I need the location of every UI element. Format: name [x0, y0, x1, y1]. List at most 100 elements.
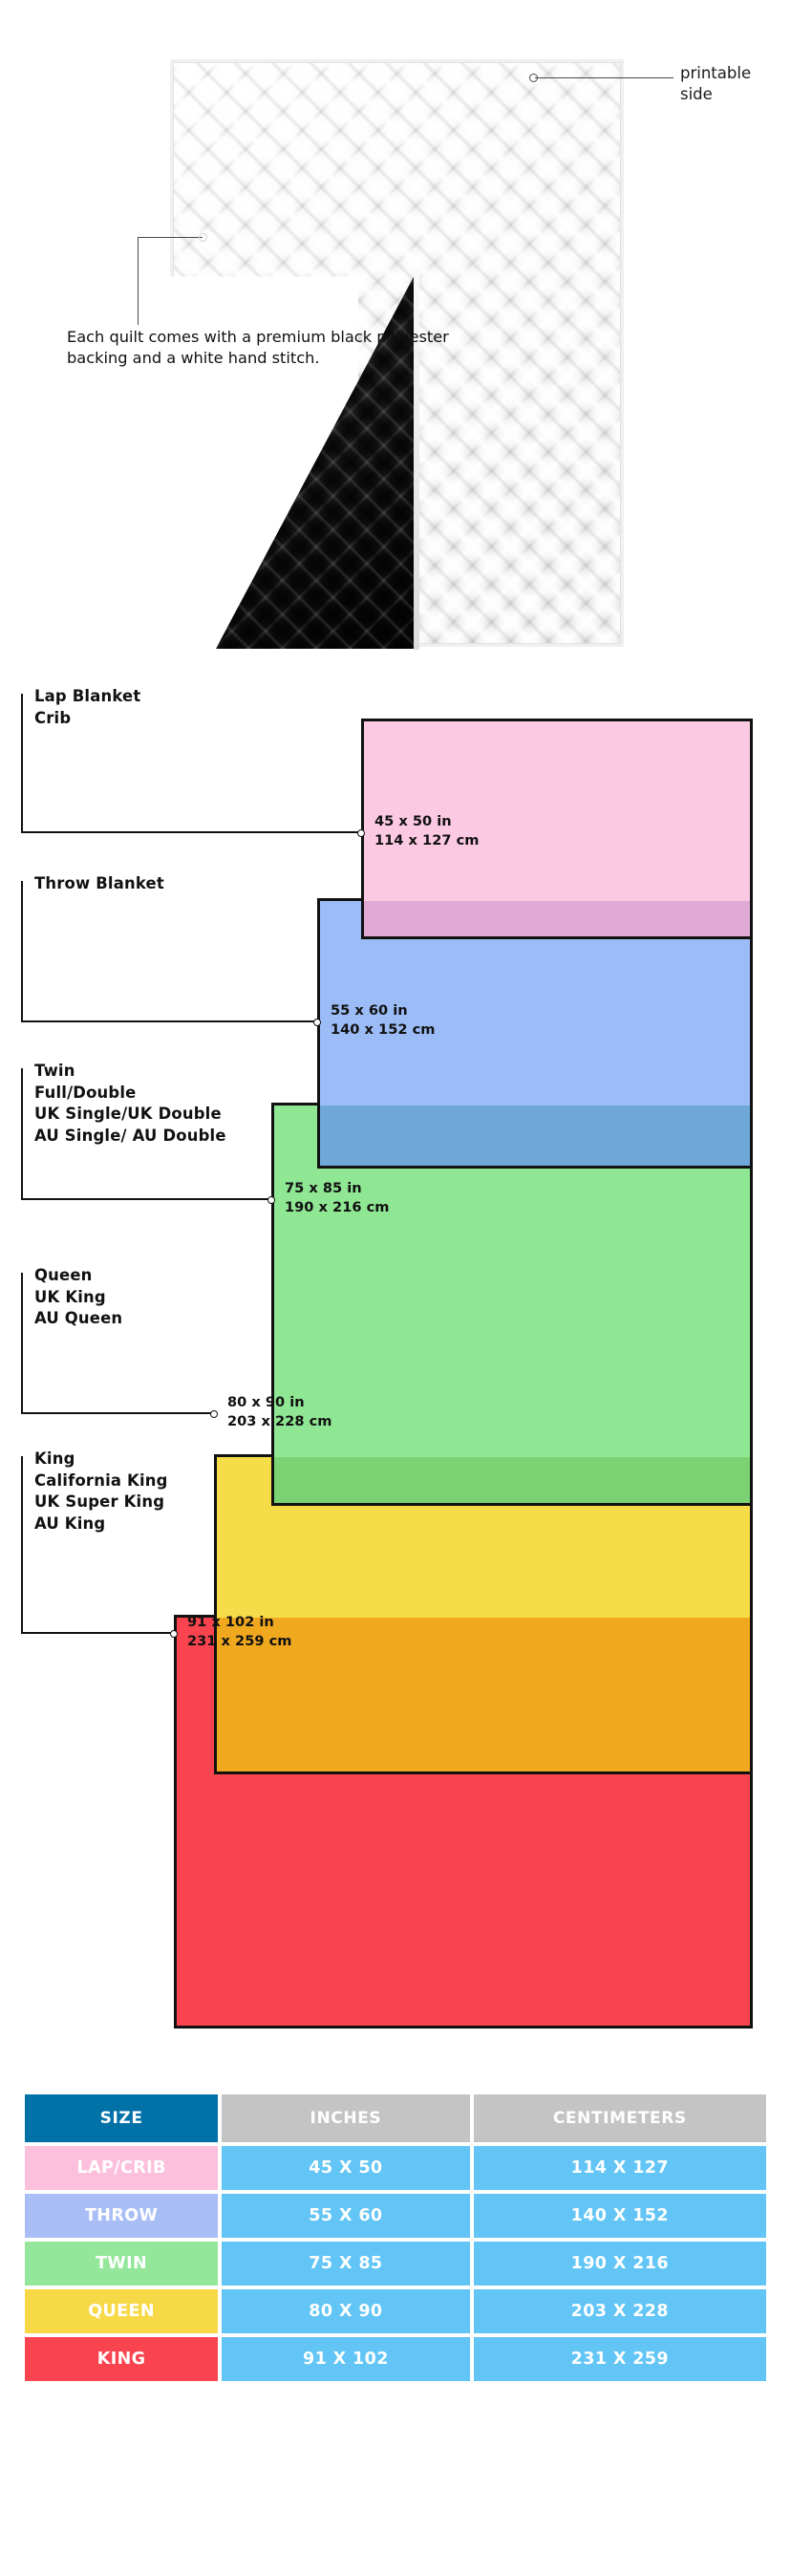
size-comparison-diagram: Lap Blanket Crib 45 x 50 in 114 x 127 cm… [0, 669, 791, 2073]
black-backing-callout-dot [199, 233, 207, 242]
bracket-throw [21, 881, 317, 1022]
group-label-king-1: California King [34, 1470, 168, 1490]
group-label-twin-1: Full/Double [34, 1083, 137, 1102]
printable-side-leader-line [535, 77, 673, 78]
dimension-label-throw: 55 x 60 in 140 x 152 cm [331, 1001, 435, 1039]
printable-side-callout-dot [529, 74, 538, 82]
size-overlap-twin-queen [274, 1457, 750, 1503]
group-label-queen-2: AU Queen [34, 1309, 123, 1328]
table-cell-inches-queen: 80 X 90 [222, 2289, 470, 2333]
table-cell-cm-lap-crib: 114 X 127 [473, 2146, 766, 2190]
dimension-label-king: 91 x 102 in 231 x 259 cm [187, 1613, 291, 1650]
table-cell-inches-lap-crib: 45 X 50 [222, 2146, 470, 2190]
table-cell-cm-twin: 190 X 216 [473, 2242, 766, 2286]
dimension-king-inches: 91 x 102 in [187, 1614, 274, 1630]
dimension-king-cm: 231 x 259 cm [187, 1632, 292, 1649]
group-label-king-3: AU King [34, 1513, 106, 1533]
group-label-king-0: King [34, 1449, 75, 1468]
size-rect-twin-left-border [271, 1103, 274, 1506]
dimension-twin-inches: 75 x 85 in [285, 1180, 362, 1196]
size-rect-queen-left-border [214, 1454, 217, 1774]
table-row: KING 91 X 102 231 X 259 [25, 2337, 766, 2381]
group-label-queen-0: Queen [34, 1266, 93, 1284]
table-cell-cm-throw: 140 X 152 [473, 2194, 766, 2238]
table-cell-size-lap-crib: LAP/CRIB [25, 2146, 219, 2190]
bracket-twin [21, 1068, 271, 1200]
size-overlap-queen-king [217, 1618, 750, 1772]
callout-dot-lap-crib [357, 829, 365, 837]
group-label-king: King California King UK Super King AU Ki… [34, 1449, 168, 1535]
table-cell-inches-throw: 55 X 60 [222, 2194, 470, 2238]
quilt-caption-line1: Each quilt comes with a premium black po… [67, 328, 449, 346]
printable-side-label-line1: printable [680, 64, 752, 82]
size-table-section: SIZE INCHES CENTIMETERS LAP/CRIB 45 X 50… [21, 2091, 770, 2385]
size-table-head: SIZE INCHES CENTIMETERS [25, 2094, 766, 2142]
size-overlap-crib-throw [364, 901, 750, 936]
black-backing-leader-vertical [138, 237, 139, 325]
table-cell-size-throw: THROW [25, 2194, 219, 2238]
table-header-inches: INCHES [222, 2094, 470, 2142]
dimension-lap-crib-inches: 45 x 50 in [374, 813, 452, 829]
table-cell-size-king: KING [25, 2337, 219, 2381]
size-rect-throw-bottom-border [317, 1166, 753, 1169]
group-label-lap-crib-0: Lap Blanket [34, 687, 141, 705]
size-rect-lap-crib-left-border [361, 719, 364, 939]
table-cell-cm-queen: 203 X 228 [473, 2289, 766, 2333]
table-row: LAP/CRIB 45 X 50 114 X 127 [25, 2146, 766, 2190]
callout-dot-queen [210, 1410, 218, 1418]
table-cell-cm-king: 231 X 259 [473, 2337, 766, 2381]
quilt-illustration-section: printable side Each quilt comes with a p… [0, 0, 791, 669]
group-label-queen: Queen UK King AU Queen [34, 1265, 122, 1330]
bracket-queen [21, 1273, 214, 1414]
dimension-label-queen: 80 x 90 in 203 x 228 cm [227, 1393, 331, 1430]
bracket-king [21, 1456, 174, 1634]
size-rect-lap-crib-bottom-border [361, 936, 753, 939]
group-label-twin-0: Twin [34, 1062, 75, 1080]
table-header-centimeters: CENTIMETERS [473, 2094, 766, 2142]
dimension-twin-cm: 190 x 216 cm [285, 1198, 390, 1215]
callout-dot-twin [267, 1196, 275, 1204]
quilt-fold-edge [414, 268, 419, 650]
table-cell-size-queen: QUEEN [25, 2289, 219, 2333]
table-cell-size-twin: TWIN [25, 2242, 219, 2286]
quilt-caption: Each quilt comes with a premium black po… [67, 327, 736, 370]
table-row: QUEEN 80 X 90 203 X 228 [25, 2289, 766, 2333]
dimension-queen-inches: 80 x 90 in [227, 1394, 305, 1410]
size-rect-throw-left-border [317, 898, 320, 1169]
table-header-row: SIZE INCHES CENTIMETERS [25, 2094, 766, 2142]
callout-dot-king [170, 1630, 178, 1638]
group-label-lap-crib: Lap Blanket Crib [34, 686, 140, 729]
size-table-body: LAP/CRIB 45 X 50 114 X 127 THROW 55 X 60… [25, 2146, 766, 2381]
size-rect-twin-bottom-border [271, 1503, 753, 1506]
dimension-throw-cm: 140 x 152 cm [331, 1020, 436, 1038]
group-label-lap-crib-1: Crib [34, 708, 72, 727]
table-cell-inches-twin: 75 X 85 [222, 2242, 470, 2286]
table-header-size: SIZE [25, 2094, 219, 2142]
callout-dot-throw [313, 1019, 321, 1026]
table-row: THROW 55 X 60 140 X 152 [25, 2194, 766, 2238]
quilt-artwork [170, 59, 624, 650]
group-label-queen-1: UK King [34, 1287, 106, 1306]
dimension-lap-crib-cm: 114 x 127 cm [374, 831, 480, 848]
group-label-twin: Twin Full/Double UK Single/UK Double AU … [34, 1061, 226, 1148]
black-backing-leader-horizontal [138, 237, 203, 238]
bracket-lap-crib [21, 694, 361, 833]
group-label-twin-2: UK Single/UK Double [34, 1105, 222, 1124]
group-label-king-2: UK Super King [34, 1492, 165, 1512]
dimension-label-lap-crib: 45 x 50 in 114 x 127 cm [374, 812, 479, 849]
table-row: TWIN 75 X 85 190 X 216 [25, 2242, 766, 2286]
size-overlap-throw-twin [320, 1106, 750, 1166]
quilt-caption-line2: backing and a white hand stitch. [67, 349, 320, 368]
size-rect-queen-bottom-border [214, 1771, 753, 1774]
dimension-label-twin: 75 x 85 in 190 x 216 cm [285, 1179, 389, 1216]
size-rect-twin [271, 1103, 753, 1506]
dimension-throw-inches: 55 x 60 in [331, 1002, 408, 1019]
group-label-throw: Throw Blanket [34, 873, 164, 895]
table-cell-inches-king: 91 X 102 [222, 2337, 470, 2381]
size-table: SIZE INCHES CENTIMETERS LAP/CRIB 45 X 50… [21, 2091, 770, 2385]
dimension-queen-cm: 203 x 228 cm [227, 1412, 332, 1429]
printable-side-label: printable side [680, 63, 751, 105]
printable-side-label-line2: side [680, 84, 713, 103]
group-label-throw-0: Throw Blanket [34, 874, 164, 892]
